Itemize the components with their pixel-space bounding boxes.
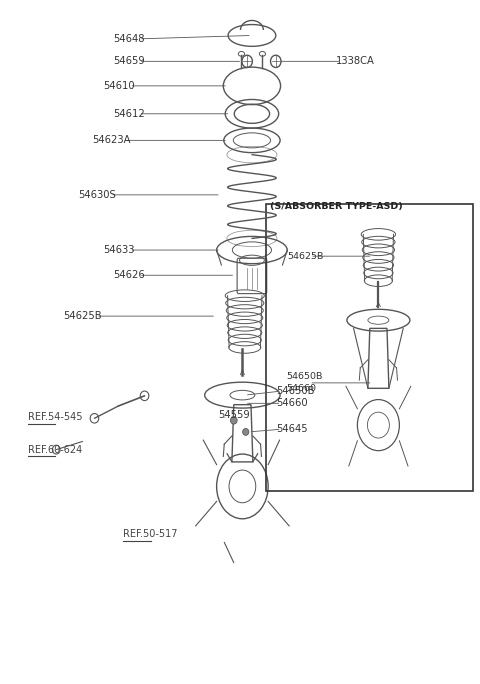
Text: 54650B: 54650B <box>286 371 323 380</box>
Text: 54626: 54626 <box>113 270 144 280</box>
Text: 54625B: 54625B <box>63 311 102 321</box>
Text: 54612: 54612 <box>113 109 144 119</box>
Text: 54610: 54610 <box>103 81 135 91</box>
Text: 1338CA: 1338CA <box>336 56 374 66</box>
Text: (S/ABSORBER TYPE-ASD): (S/ABSORBER TYPE-ASD) <box>270 202 403 211</box>
Bar <box>266 205 473 490</box>
Text: 54660: 54660 <box>286 384 316 393</box>
Text: REF.54-545: REF.54-545 <box>28 412 82 422</box>
Ellipse shape <box>242 428 249 435</box>
Text: 54630S: 54630S <box>78 190 116 200</box>
Text: REF.60-624: REF.60-624 <box>28 445 82 455</box>
Text: 54625B: 54625B <box>288 252 324 261</box>
Text: 54559: 54559 <box>218 410 250 420</box>
Text: 54659: 54659 <box>113 56 144 66</box>
Text: 54645: 54645 <box>276 424 307 434</box>
Text: 54633: 54633 <box>104 245 135 255</box>
Text: 54648: 54648 <box>113 34 144 44</box>
Text: 54660: 54660 <box>276 398 307 408</box>
Text: 54650B: 54650B <box>276 386 314 396</box>
Text: REF.50-517: REF.50-517 <box>123 529 178 539</box>
Text: 54623A: 54623A <box>92 135 130 146</box>
Ellipse shape <box>230 417 237 424</box>
